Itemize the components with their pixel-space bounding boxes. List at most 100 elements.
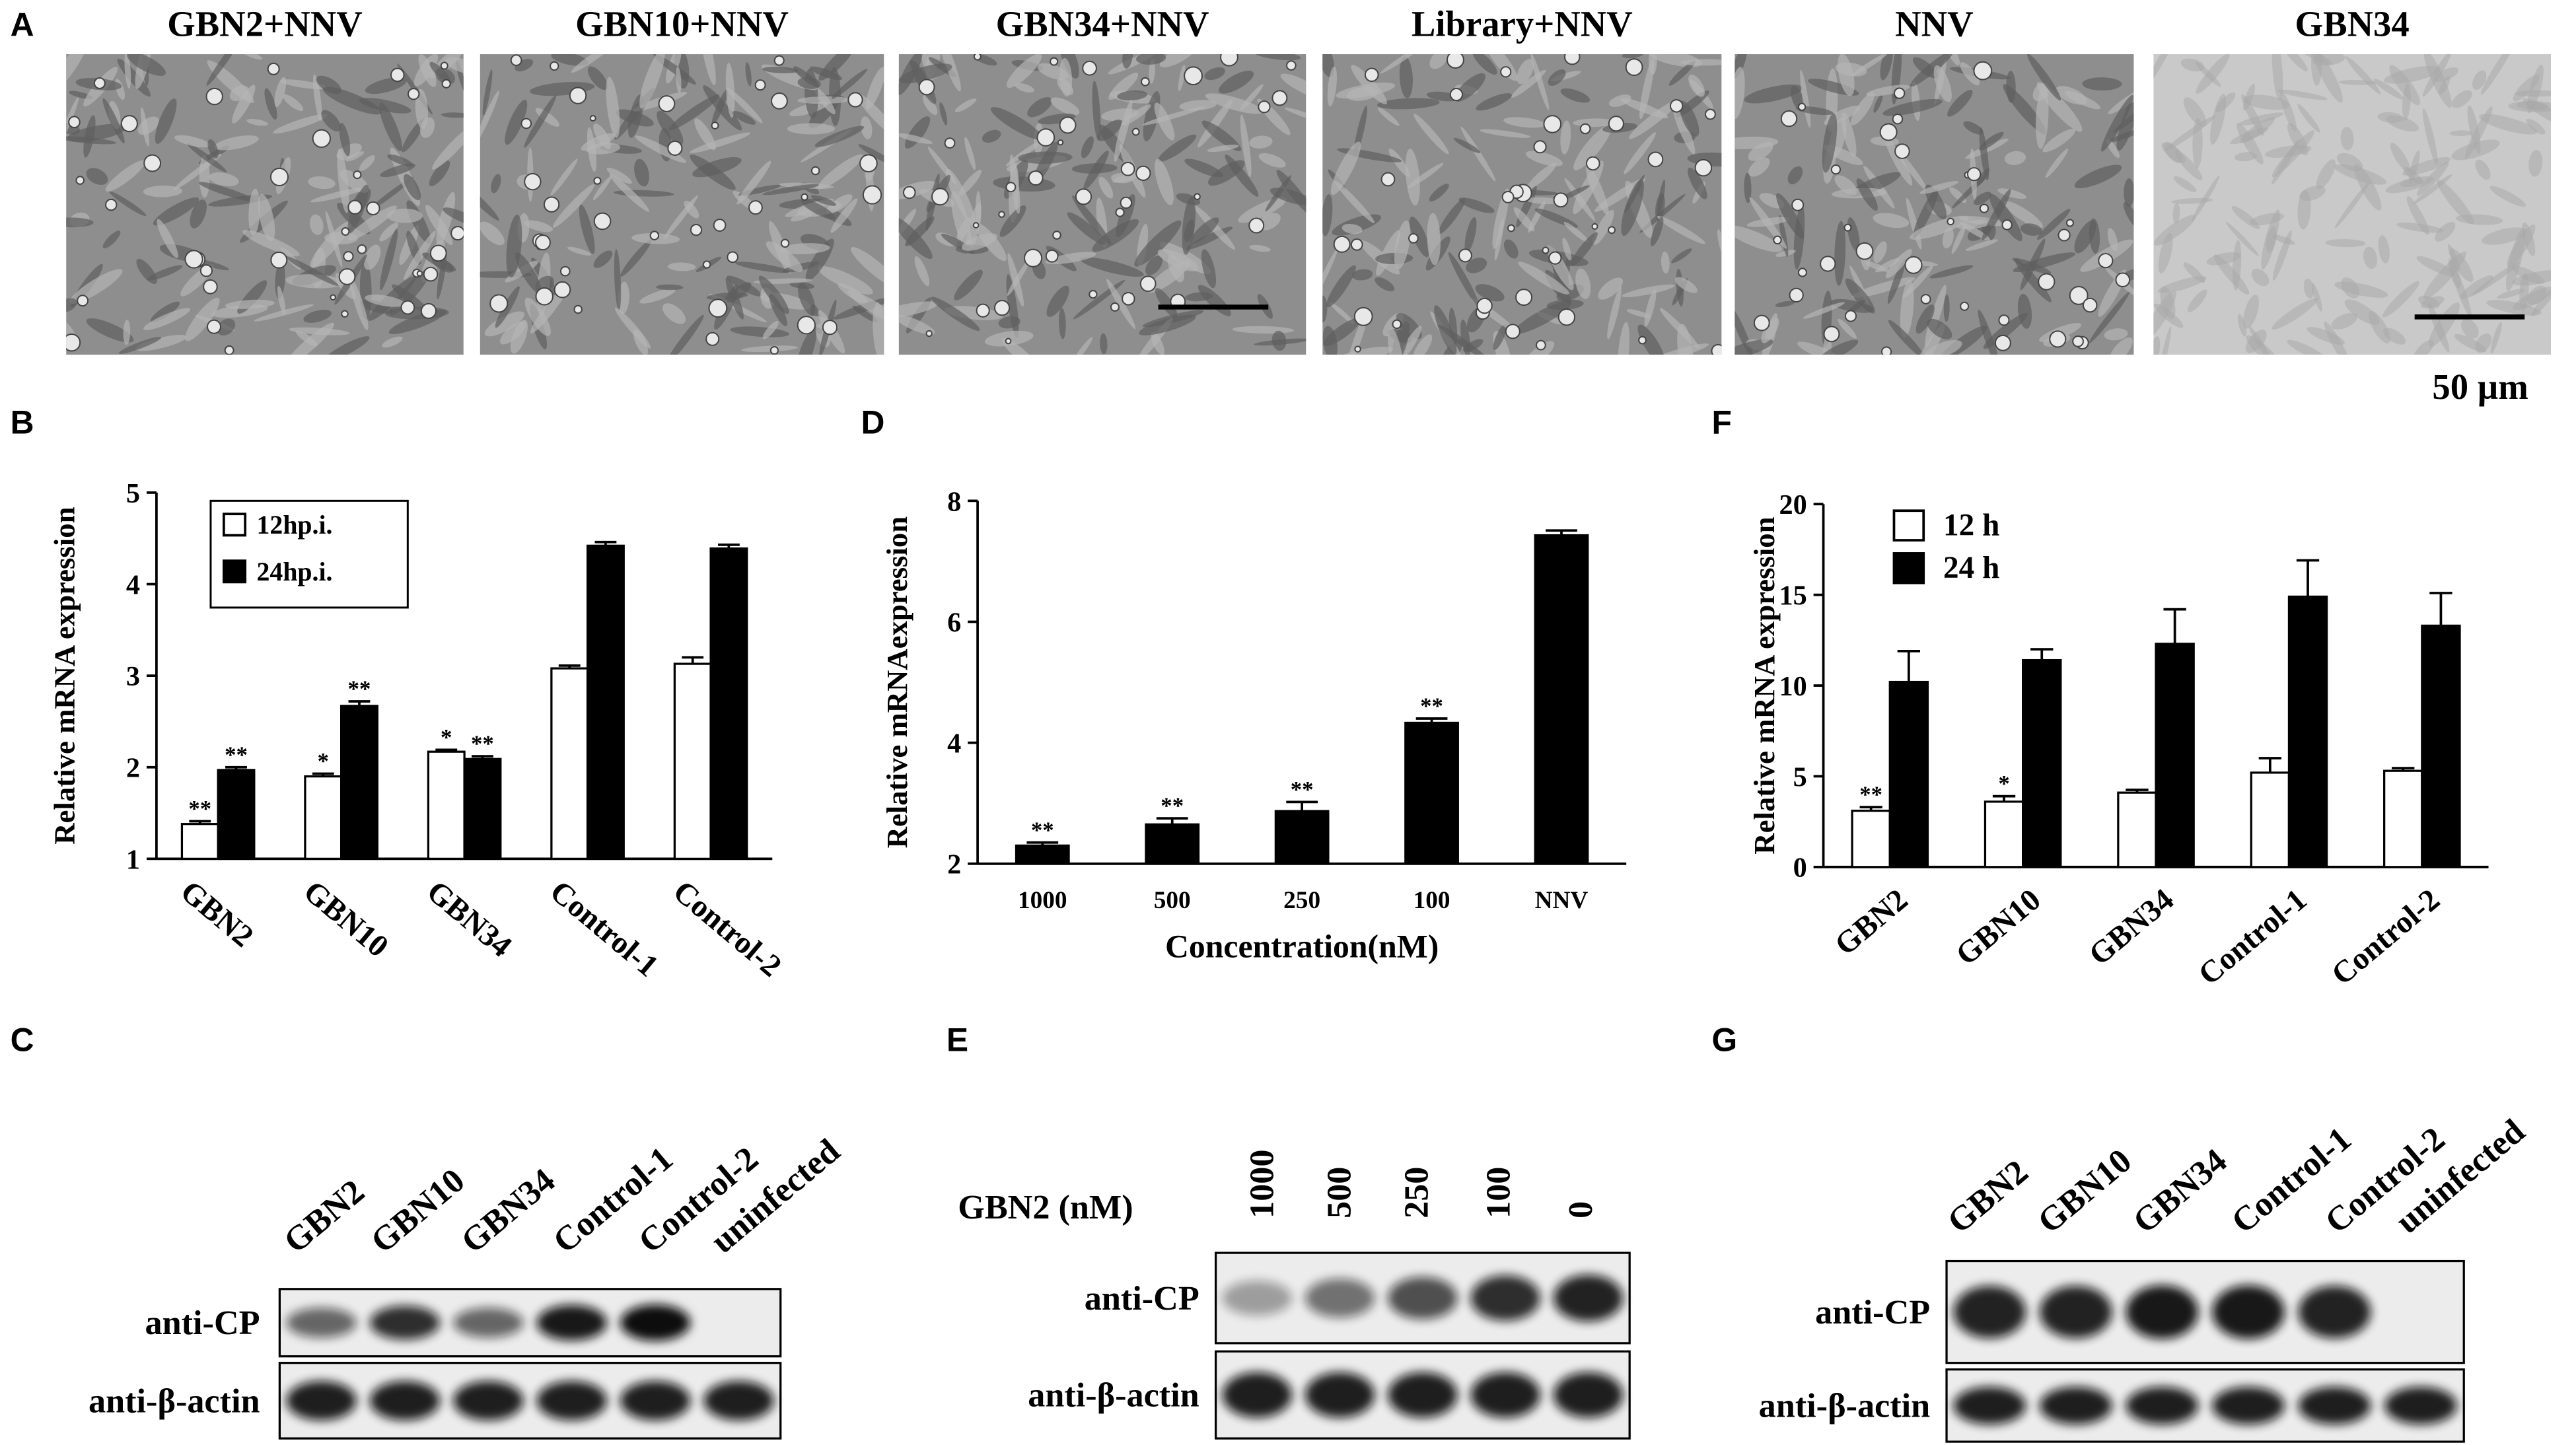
- x-tick-label: NNV: [1535, 887, 1589, 914]
- cell: [437, 252, 447, 300]
- legend-swatch: [1892, 552, 1925, 584]
- blot-frame: [1945, 1259, 2465, 1364]
- cell: [1564, 178, 1596, 221]
- cell: [1413, 114, 1449, 155]
- bar: [427, 750, 466, 860]
- cell: [445, 57, 464, 74]
- bar: [217, 769, 256, 860]
- cell: [1240, 114, 1252, 178]
- cell: [2282, 54, 2308, 72]
- cell: [1154, 102, 1175, 141]
- cell: [2334, 281, 2388, 298]
- cell: [2451, 139, 2500, 160]
- vacuole: [2057, 229, 2071, 242]
- cell: [1947, 54, 1960, 66]
- vacuole: [1548, 251, 1562, 265]
- cell: [2340, 127, 2354, 151]
- vacuole: [1966, 167, 1982, 182]
- cell: [387, 208, 423, 223]
- blot-band: [369, 1381, 441, 1421]
- cell: [206, 54, 242, 86]
- vacuole: [797, 316, 816, 335]
- cell: [1147, 260, 1190, 293]
- cell: [1960, 62, 1980, 86]
- cell: [86, 318, 134, 343]
- cell: [1974, 192, 1991, 205]
- cell: [1399, 57, 1413, 98]
- cell: [2213, 254, 2250, 295]
- cell: [1624, 132, 1657, 174]
- cell: [2511, 265, 2545, 284]
- cell: [1526, 197, 1561, 205]
- cell: [258, 194, 275, 242]
- cell: [1880, 54, 1893, 81]
- cell: [2324, 321, 2352, 355]
- bar: [1145, 823, 1200, 865]
- vacuole: [690, 224, 703, 236]
- vacuole: [773, 55, 785, 66]
- vacuole: [1979, 203, 1989, 213]
- cell: [2124, 178, 2134, 207]
- legend-label: 24 h: [1943, 551, 1999, 585]
- cell: [2344, 299, 2380, 325]
- cell: [769, 293, 787, 326]
- blot-band: [1553, 1275, 1624, 1322]
- cell: [1637, 324, 1665, 355]
- vacuole: [1333, 235, 1351, 253]
- cell: [2045, 148, 2069, 178]
- cell: [2386, 115, 2419, 132]
- cell: [264, 88, 277, 120]
- cell: [1929, 265, 1974, 279]
- vacuole: [1920, 294, 1931, 304]
- cell: [1412, 334, 1433, 355]
- cell: [2280, 92, 2297, 132]
- cell: [1472, 54, 1497, 75]
- blot-frame: [1945, 1368, 2465, 1443]
- cell: [1688, 167, 1707, 199]
- cell: [248, 188, 260, 236]
- cell: [2287, 339, 2327, 355]
- cell: [2272, 54, 2283, 101]
- cell: [1562, 237, 1571, 261]
- bar: [340, 705, 378, 860]
- blot-row-label: anti-CP: [145, 1304, 260, 1342]
- cell: [347, 205, 397, 241]
- significance: **: [225, 742, 248, 767]
- vacuole: [748, 200, 763, 215]
- micrograph-title: GBN10+NNV: [575, 4, 789, 44]
- vacuole: [1392, 319, 1402, 330]
- cell: [1351, 65, 1387, 105]
- y-tick-label: 6: [947, 607, 961, 638]
- x-tick-label: Control-2: [2325, 882, 2447, 992]
- cell: [316, 75, 341, 94]
- cell: [1735, 67, 1745, 120]
- y-tick-label: 15: [1779, 581, 1807, 612]
- cell: [797, 329, 816, 355]
- cell: [359, 155, 375, 171]
- cell: [614, 249, 622, 311]
- bar: [2421, 624, 2461, 868]
- vacuole: [1024, 248, 1043, 267]
- cell: [898, 133, 933, 144]
- x-tick-label: GBN10: [1950, 882, 2048, 972]
- y-tick-label: 0: [1793, 853, 1807, 884]
- cell: [593, 250, 613, 268]
- y-tick-label: 20: [1779, 489, 1807, 520]
- cell: [551, 54, 589, 66]
- cell: [797, 77, 821, 89]
- cell: [1398, 326, 1422, 355]
- cell: [2449, 130, 2473, 137]
- panel-label: G: [1711, 1021, 1737, 1058]
- cell: [325, 211, 343, 267]
- cell: [1179, 100, 1217, 111]
- cell: [506, 214, 522, 278]
- vacuole: [1052, 230, 1061, 240]
- cell: [2108, 128, 2134, 143]
- vacuole: [524, 172, 542, 191]
- micrograph-texture: [1735, 54, 2134, 355]
- cell: [2123, 202, 2134, 229]
- bar: [2250, 771, 2291, 868]
- vacuole: [400, 300, 415, 315]
- cell: [817, 154, 863, 190]
- vacuole: [1028, 170, 1044, 186]
